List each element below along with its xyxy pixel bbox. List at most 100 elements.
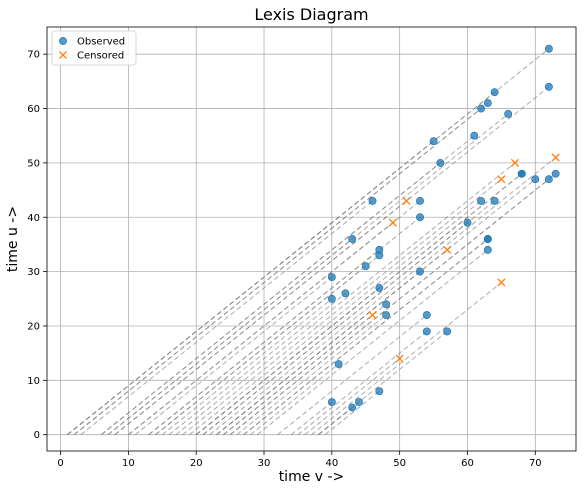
lifeline [250, 363, 339, 436]
lifeline [189, 200, 482, 436]
legend-censored-label: Censored [77, 51, 124, 62]
lifeline [107, 113, 509, 436]
observed-point [531, 175, 540, 184]
y-tick-label: 10 [27, 376, 40, 387]
lifeline [290, 401, 333, 436]
observed-point [334, 360, 343, 368]
x-tick-label: 40 [325, 458, 338, 469]
lifeline [161, 298, 333, 436]
y-tick-label: 20 [27, 321, 40, 332]
lifeline [317, 331, 448, 436]
x-tick-label: 10 [122, 458, 135, 469]
lifeline [209, 157, 556, 436]
observed-point [375, 387, 384, 396]
observed-point [422, 311, 431, 320]
lifeline [256, 249, 489, 436]
observed-point [517, 169, 526, 178]
lifelines-layer [67, 48, 556, 436]
y-tick-label: 60 [27, 104, 40, 115]
x-tick-label: 0 [57, 458, 63, 469]
observed-point [416, 213, 424, 222]
observed-point [490, 196, 499, 205]
chart-title: Lexis Diagram [254, 5, 368, 24]
censored-point [368, 311, 377, 320]
observed-point [368, 196, 377, 205]
x-axis-label: time v -> [279, 469, 345, 485]
observed-point [544, 44, 553, 53]
observed-point [483, 99, 492, 108]
censored-point [395, 354, 404, 363]
lifeline [311, 282, 502, 436]
observed-point [341, 289, 350, 298]
observed-point [504, 110, 513, 118]
lifeline [100, 135, 475, 436]
observed-point [477, 196, 486, 205]
observed-point [443, 327, 452, 336]
lifeline [324, 390, 380, 436]
observed-point [483, 245, 492, 254]
lifeline [297, 331, 428, 436]
legend-observed-marker [59, 37, 67, 45]
lifeline [277, 314, 428, 436]
y-tick-label: 30 [27, 267, 40, 278]
observed-point [375, 283, 384, 292]
observed-point [327, 294, 336, 303]
observed-point [416, 196, 424, 205]
ticks-layer: 0 10 20 30 40 50 60 70 0 10 20 30 40 50 60 70 [27, 50, 541, 469]
points-layer [327, 44, 560, 412]
lifeline [80, 200, 373, 436]
plot-frame [46, 26, 577, 452]
x-tick-label: 60 [461, 458, 474, 469]
observed-point [483, 235, 492, 243]
censored-point [497, 278, 506, 287]
lifeline [73, 102, 489, 436]
x-tick-label: 20 [190, 458, 203, 469]
observed-point [348, 235, 357, 243]
observed-point [361, 262, 370, 271]
observed-point [355, 398, 363, 407]
lifeline [134, 276, 333, 436]
y-tick-label: 50 [27, 158, 40, 169]
lifeline [202, 200, 495, 436]
legend-box [51, 30, 137, 66]
lifeline [175, 162, 516, 436]
observed-point [477, 104, 486, 113]
x-tick-label: 30 [258, 458, 271, 469]
lifeline [195, 173, 523, 436]
observed-point [544, 175, 553, 184]
observed-point [422, 327, 431, 336]
lifeline [243, 238, 489, 436]
x-tick-label: 50 [393, 458, 406, 469]
observed-point [544, 82, 553, 91]
censored-point [551, 153, 560, 162]
lifeline [168, 292, 346, 436]
lifeline [304, 358, 400, 436]
lifeline [67, 48, 550, 436]
lifeline [216, 249, 448, 436]
y-tick-label: 70 [27, 50, 40, 61]
x-tick-label: 70 [529, 458, 542, 469]
observed-point [348, 403, 357, 412]
lifeline [114, 200, 407, 436]
observed-point [490, 88, 499, 97]
legend-observed-label: Observed [77, 37, 125, 48]
censored-point [388, 218, 397, 227]
observed-point [470, 131, 479, 140]
legend-censored-marker [58, 50, 68, 60]
censored-point [402, 196, 411, 206]
censored-point [510, 158, 520, 167]
observed-point [327, 398, 336, 407]
observed-point [551, 169, 560, 178]
observed-point [382, 311, 391, 320]
censored-point [497, 175, 506, 184]
censored-point [443, 245, 452, 254]
y-axis-label: time u -> [5, 206, 21, 272]
y-tick-label: 40 [27, 213, 40, 224]
lifeline [148, 216, 421, 436]
lifeline [223, 314, 373, 436]
observed-point [463, 218, 472, 227]
observed-point [436, 158, 445, 167]
observed-point [429, 137, 438, 146]
